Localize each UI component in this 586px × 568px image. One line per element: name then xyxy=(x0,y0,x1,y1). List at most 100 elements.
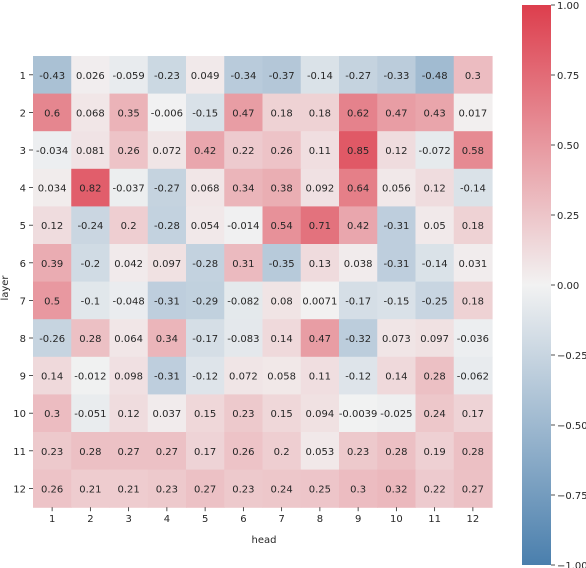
cell-value-label: -0.28 xyxy=(192,259,218,270)
cell-value-label: 0.15 xyxy=(194,409,216,420)
cell-value-label: -0.27 xyxy=(345,71,371,82)
heatmap-cell xyxy=(377,131,417,170)
x-tick-label: 10 xyxy=(390,514,403,525)
heatmap-cell xyxy=(300,319,340,358)
heatmap-cell xyxy=(109,56,149,95)
cell-value-label: 0.092 xyxy=(306,184,335,195)
heatmap-cell xyxy=(71,469,111,508)
heatmap-cell xyxy=(262,356,302,395)
cell-value-label: -0.15 xyxy=(192,108,218,119)
x-tick-label: 5 xyxy=(202,514,208,525)
cell-value-label: 0.054 xyxy=(191,221,220,232)
cell-value-label: -0.31 xyxy=(154,296,180,307)
cell-value-label: 0.064 xyxy=(114,334,143,345)
cell-value-label: 0.54 xyxy=(270,221,292,232)
y-tick-label: 1 xyxy=(20,71,26,82)
heatmap-cell xyxy=(300,206,340,245)
cell-value-label: 0.2 xyxy=(121,221,137,232)
cell-value-label: -0.12 xyxy=(345,372,371,383)
heatmap-cell xyxy=(186,319,225,358)
cell-value-label: 0.6 xyxy=(44,108,60,119)
heatmap-cell xyxy=(339,56,378,95)
heatmap-cell xyxy=(415,168,455,207)
heatmap-cell xyxy=(186,206,225,245)
cell-value-label: 0.26 xyxy=(232,447,254,458)
heatmap-cell xyxy=(224,244,264,283)
heatmap-cell xyxy=(33,244,72,283)
y-tick-label: 10 xyxy=(13,409,26,420)
heatmap-cell xyxy=(33,432,72,471)
heatmap-cell xyxy=(33,281,72,320)
heatmap-cell xyxy=(186,168,225,207)
cell-value-label: 0.21 xyxy=(79,484,101,495)
cell-value-label: -0.14 xyxy=(460,184,486,195)
heatmap-cell xyxy=(224,281,264,320)
cell-value-label: 0.23 xyxy=(156,484,178,495)
cell-value-label: 0.31 xyxy=(232,259,254,270)
y-tick-label: 3 xyxy=(20,146,26,157)
cell-value-label: 0.072 xyxy=(229,372,258,383)
cell-value-label: 0.28 xyxy=(385,447,407,458)
cell-value-label: 0.073 xyxy=(382,334,411,345)
heatmap-cell xyxy=(377,356,417,395)
cell-value-label: -0.034 xyxy=(36,146,68,157)
heatmap-cell xyxy=(109,394,149,433)
heatmap-cell xyxy=(377,281,417,320)
cell-value-label: 0.098 xyxy=(114,372,143,383)
heatmap-cell xyxy=(224,206,264,245)
heatmap-cell xyxy=(415,394,455,433)
colorbar-tick-label: 1.00 xyxy=(557,1,579,12)
y-tick-label: 8 xyxy=(20,334,26,345)
cell-value-label: 0.28 xyxy=(79,334,101,345)
x-tick-label: 2 xyxy=(87,514,93,525)
cell-value-label: -0.31 xyxy=(383,221,409,232)
cell-value-label: 0.58 xyxy=(462,146,484,157)
cell-value-label: 0.072 xyxy=(153,146,182,157)
heatmap-cell xyxy=(224,56,264,95)
cell-value-label: -0.26 xyxy=(39,334,65,345)
cell-value-label: -0.006 xyxy=(151,108,183,119)
cell-value-label: 0.12 xyxy=(423,184,445,195)
cell-value-label: -0.2 xyxy=(81,259,101,270)
heatmap-cell xyxy=(453,131,493,170)
heatmap-cell xyxy=(453,356,493,395)
cell-value-label: -0.036 xyxy=(457,334,489,345)
heatmap-cell xyxy=(147,469,187,508)
heatmap-cell xyxy=(300,394,340,433)
heatmap-cell xyxy=(186,469,225,508)
cell-value-label: 0.28 xyxy=(462,447,484,458)
cell-value-label: -0.25 xyxy=(422,296,448,307)
heatmap-cell xyxy=(147,206,187,245)
cell-value-label: 0.026 xyxy=(76,71,105,82)
heatmap-cell xyxy=(262,432,302,471)
cell-value-label: 0.22 xyxy=(232,146,254,157)
heatmap-cell xyxy=(224,168,264,207)
x-tick-label: 11 xyxy=(428,514,441,525)
heatmap-cell xyxy=(415,281,455,320)
cell-value-label: 0.068 xyxy=(191,184,220,195)
cell-value-label: 0.18 xyxy=(270,108,292,119)
heatmap-cell xyxy=(109,168,149,207)
cell-value-label: 0.056 xyxy=(382,184,411,195)
cell-value-label: 0.35 xyxy=(117,108,139,119)
heatmap-cell xyxy=(415,432,455,471)
heatmap-cell xyxy=(71,131,111,170)
cell-value-label: 0.097 xyxy=(420,334,449,345)
cell-value-label: 0.11 xyxy=(309,146,331,157)
heatmap-cell xyxy=(109,244,149,283)
cell-value-label: 0.39 xyxy=(41,259,63,270)
cell-value-label: 0.3 xyxy=(44,409,60,420)
cell-value-label: 0.24 xyxy=(423,409,445,420)
cell-value-label: 0.037 xyxy=(153,409,182,420)
cell-value-label: 0.038 xyxy=(344,259,373,270)
cell-value-label: 0.18 xyxy=(462,296,484,307)
cell-value-label: 0.27 xyxy=(117,447,139,458)
heatmap-cell xyxy=(339,394,378,433)
cell-value-label: -0.33 xyxy=(383,71,409,82)
cell-value-label: -0.31 xyxy=(154,372,180,383)
heatmap-cell xyxy=(453,206,493,245)
cell-value-label: -0.37 xyxy=(269,71,295,82)
cell-value-label: -0.35 xyxy=(269,259,295,270)
heatmap-cell xyxy=(453,394,493,433)
heatmap-cell xyxy=(339,319,378,358)
